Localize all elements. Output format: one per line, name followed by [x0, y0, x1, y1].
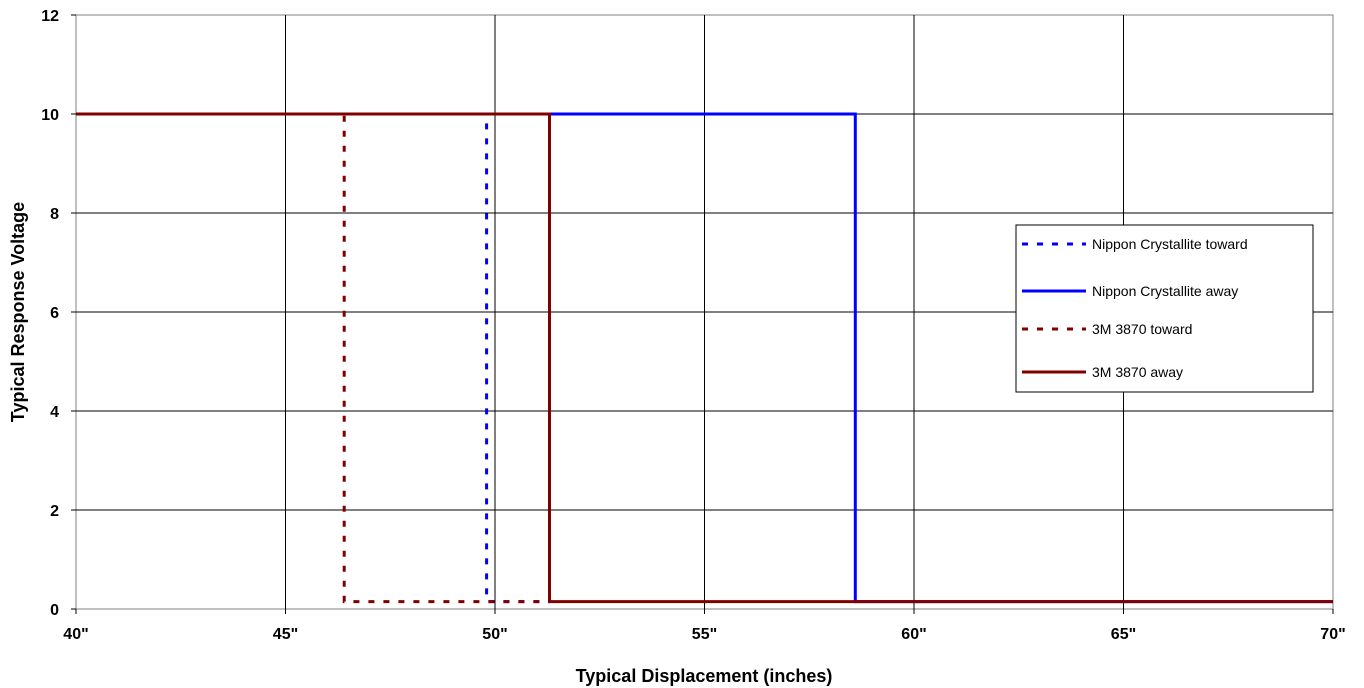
x-tick-label: 45"	[273, 626, 298, 643]
y-tick-label: 12	[41, 8, 59, 25]
y-tick-label: 10	[41, 107, 59, 124]
series-line-4	[76, 112, 1333, 604]
x-tick-label: 60"	[901, 626, 926, 643]
legend-box	[1015, 224, 1314, 393]
x-tick-label: 55"	[692, 626, 717, 643]
x-tick-label: 70"	[1320, 626, 1345, 643]
y-tick-label: 4	[50, 404, 59, 421]
y-tick-label: 0	[50, 602, 59, 619]
y-axis-title: Typical Response Voltage	[8, 202, 28, 422]
legend-label: Nippon Crystallite toward	[1092, 236, 1248, 252]
y-tick-label: 8	[50, 206, 59, 223]
x-axis-ticks: 40" 45" 50" 55" 60" 65" 70"	[63, 609, 1346, 643]
series-line-3	[76, 112, 550, 604]
y-tick-label: 6	[50, 305, 59, 322]
legend-label: Nippon Crystallite away	[1092, 283, 1238, 299]
x-axis-title: Typical Displacement (inches)	[576, 666, 833, 686]
legend: Nippon Crystallite toward Nippon Crystall…	[1015, 224, 1314, 393]
y-tick-label: 2	[50, 503, 59, 520]
series-layer	[76, 112, 1333, 604]
legend-label: 3M 3870 away	[1092, 364, 1183, 380]
x-tick-label: 50"	[482, 626, 507, 643]
x-tick-label: 65"	[1111, 626, 1136, 643]
x-tick-label: 40"	[63, 626, 88, 643]
legend-label: 3M 3870 toward	[1092, 321, 1192, 337]
y-axis-ticks: 0 2 4 6 8 10 12	[41, 8, 76, 619]
